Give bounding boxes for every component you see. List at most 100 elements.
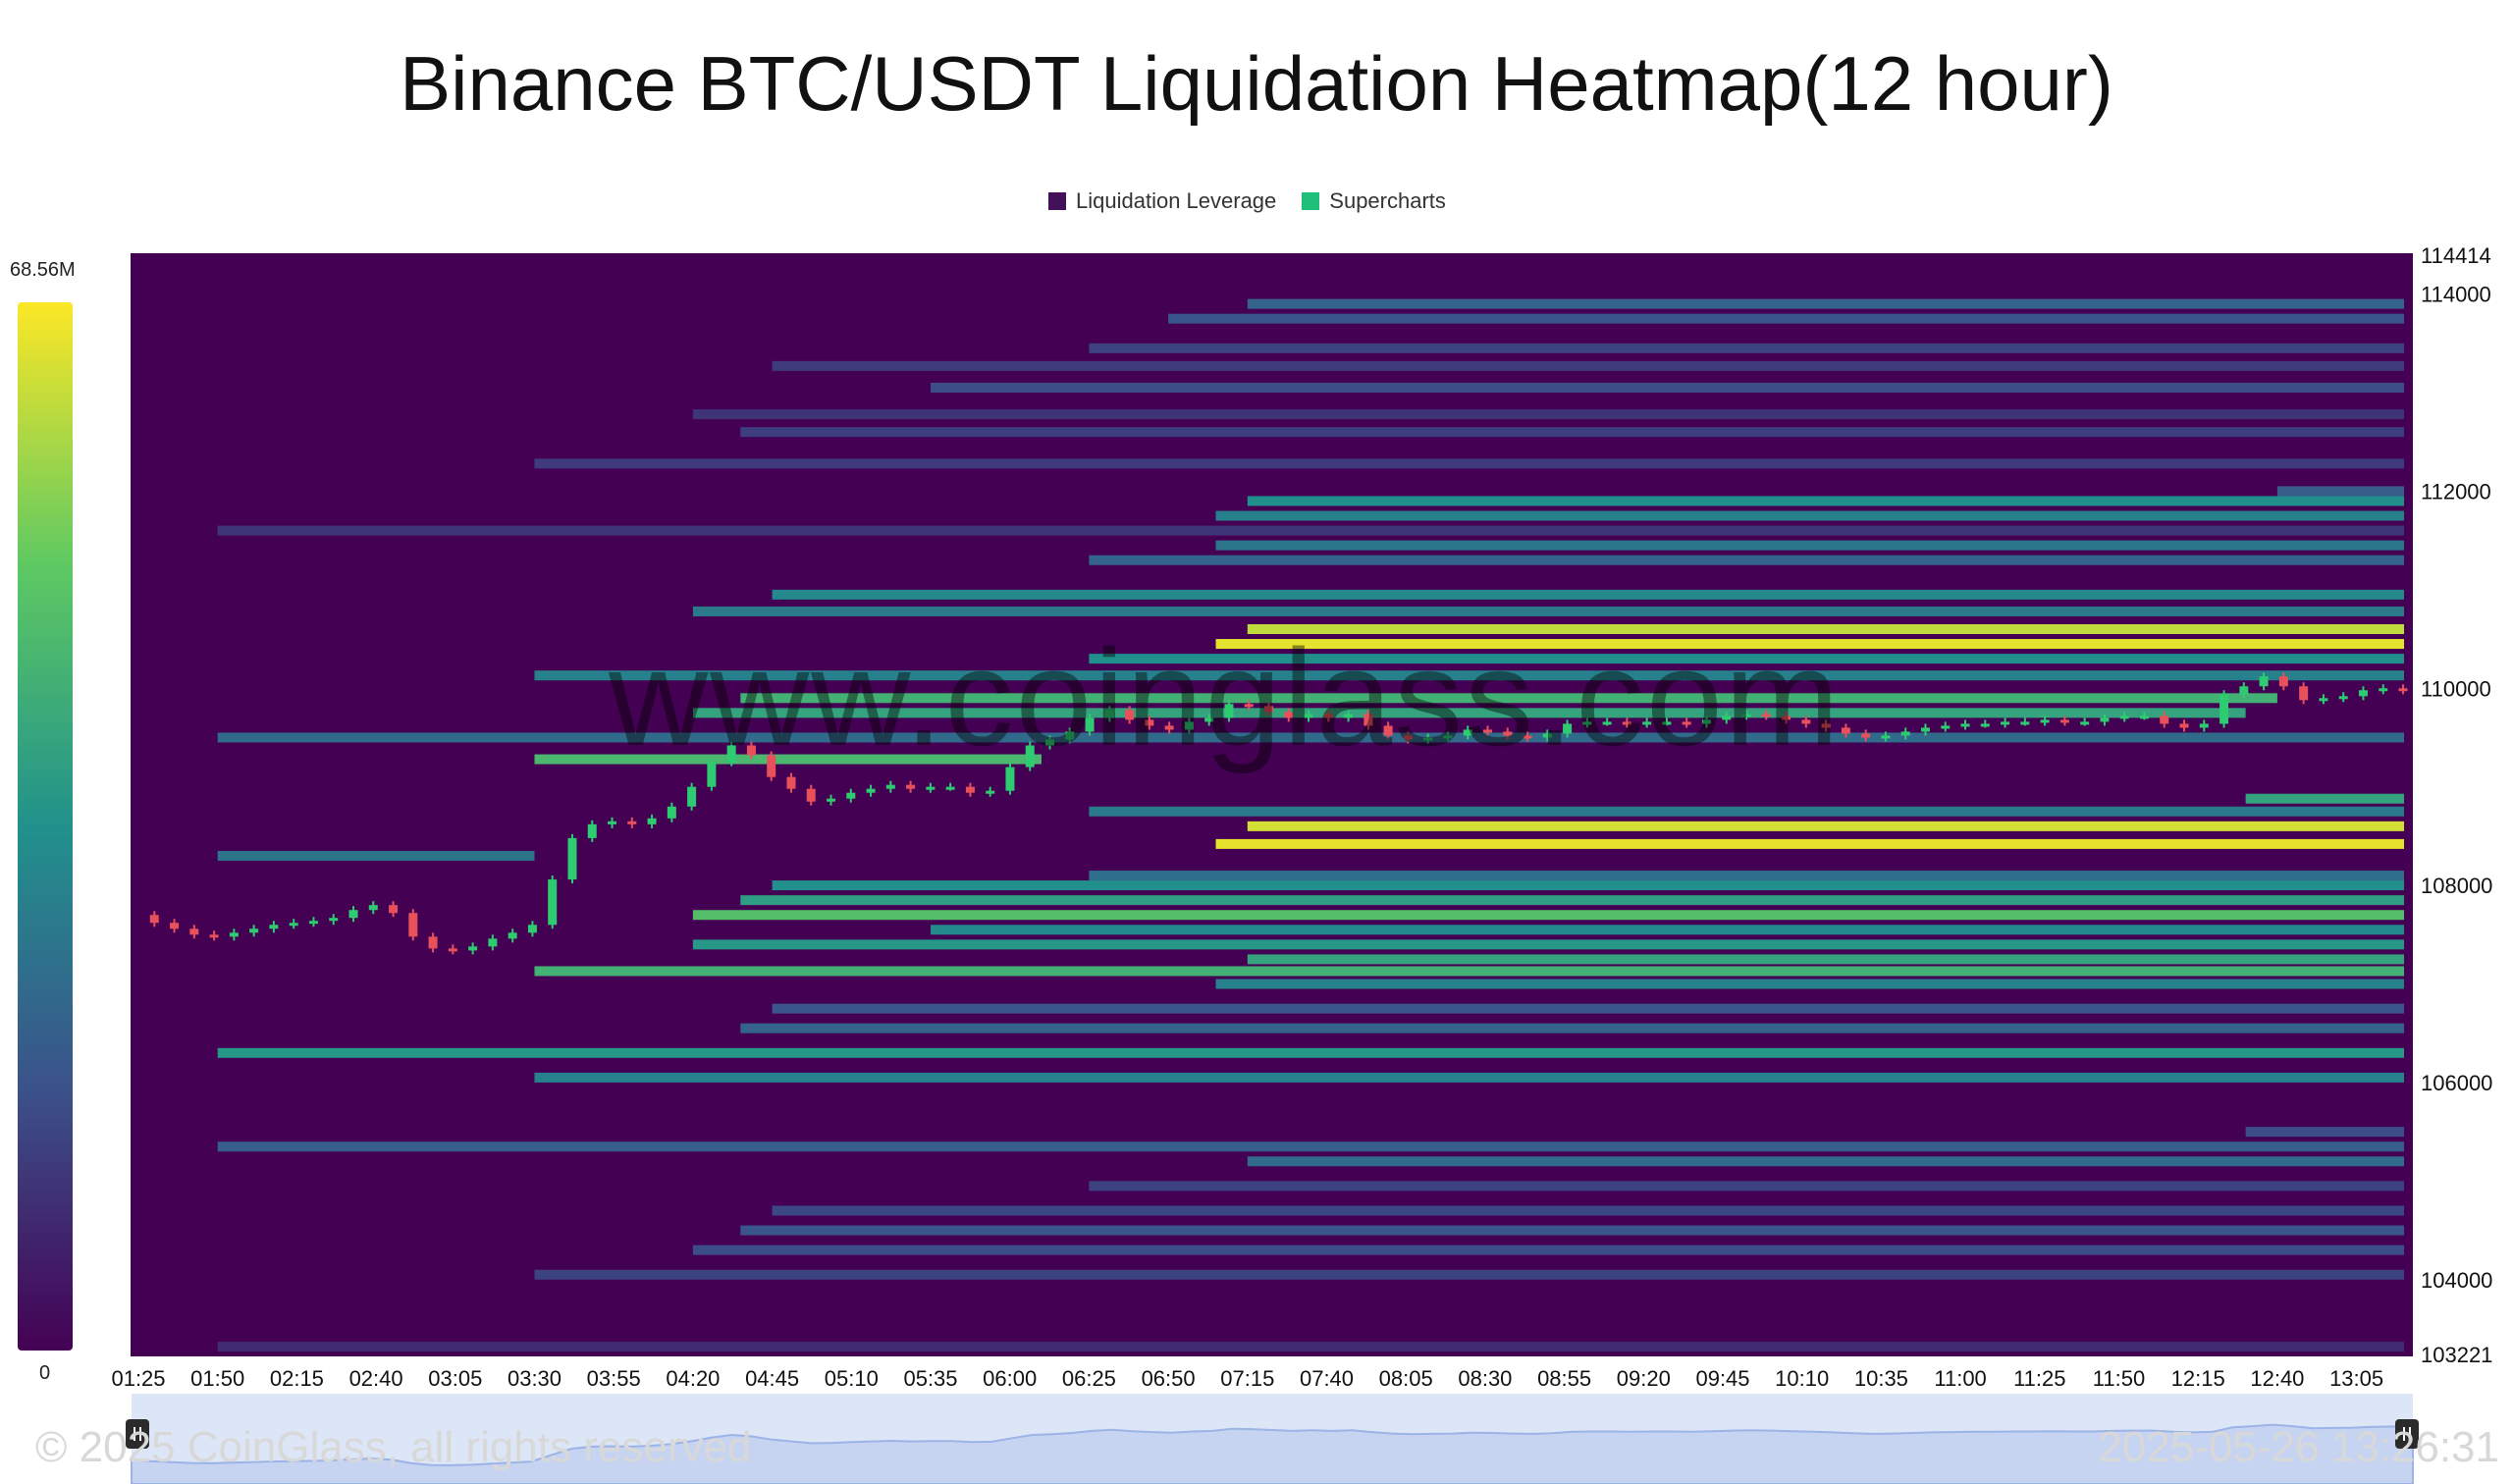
candle-body[interactable] bbox=[1363, 714, 1373, 726]
candle-body[interactable] bbox=[1244, 704, 1254, 708]
liquidation-band[interactable] bbox=[772, 1003, 2405, 1014]
handle-body[interactable] bbox=[126, 1419, 149, 1449]
liquidation-band[interactable] bbox=[772, 880, 2405, 891]
candle-body[interactable] bbox=[846, 792, 856, 799]
liquidation-band[interactable] bbox=[534, 966, 2405, 977]
liquidation-band[interactable] bbox=[2276, 486, 2405, 497]
candle-body[interactable] bbox=[1960, 723, 1970, 727]
liquidation-band[interactable] bbox=[1215, 838, 2405, 849]
liquidation-band[interactable] bbox=[1168, 313, 2405, 324]
candle-body[interactable] bbox=[1761, 714, 1771, 717]
candle-body[interactable] bbox=[767, 755, 776, 777]
candle-body[interactable] bbox=[189, 928, 199, 935]
liquidation-band[interactable] bbox=[1089, 654, 2405, 664]
liquidation-band[interactable] bbox=[772, 589, 2405, 600]
candle-body[interactable] bbox=[1025, 745, 1035, 768]
candle-body[interactable] bbox=[2080, 721, 2090, 725]
candle-body[interactable] bbox=[2239, 686, 2249, 695]
liquidation-band[interactable] bbox=[692, 910, 2405, 921]
candle-body[interactable] bbox=[1443, 735, 1453, 739]
liquidation-band[interactable] bbox=[692, 708, 2246, 718]
liquidation-band[interactable] bbox=[740, 427, 2405, 438]
liquidation-band[interactable] bbox=[931, 382, 2405, 393]
candle-body[interactable] bbox=[389, 905, 399, 914]
liquidation-band[interactable] bbox=[217, 1342, 2405, 1352]
liquidation-band[interactable] bbox=[740, 693, 2277, 704]
candle-body[interactable] bbox=[986, 790, 995, 794]
candle-body[interactable] bbox=[687, 786, 697, 807]
liquidation-band[interactable] bbox=[1215, 639, 2405, 650]
liquidation-band[interactable] bbox=[2245, 793, 2405, 804]
liquidation-band[interactable] bbox=[534, 1269, 2405, 1280]
candle-body[interactable] bbox=[1204, 717, 1214, 722]
candle-body[interactable] bbox=[1304, 714, 1313, 718]
handle-body[interactable] bbox=[2395, 1419, 2419, 1449]
candle-body[interactable] bbox=[2160, 716, 2169, 724]
candle-body[interactable] bbox=[1403, 735, 1413, 740]
candle-body[interactable] bbox=[2338, 696, 2348, 700]
candle-body[interactable] bbox=[1782, 716, 1791, 720]
candle-body[interactable] bbox=[1920, 727, 1930, 732]
candle-body[interactable] bbox=[1722, 716, 1732, 720]
candle-body[interactable] bbox=[249, 928, 259, 933]
candle-body[interactable] bbox=[806, 788, 816, 802]
candle-body[interactable] bbox=[1622, 721, 1631, 725]
candle-body[interactable] bbox=[965, 786, 975, 793]
candle-body[interactable] bbox=[408, 913, 418, 937]
candle-body[interactable] bbox=[1602, 721, 1612, 725]
liquidation-band[interactable] bbox=[1247, 624, 2405, 635]
liquidation-band[interactable] bbox=[1247, 954, 2405, 965]
candle-body[interactable] bbox=[448, 948, 457, 952]
candle-body[interactable] bbox=[1045, 739, 1055, 746]
candle-body[interactable] bbox=[726, 745, 736, 763]
liquidation-band[interactable] bbox=[1247, 821, 2405, 831]
candle-body[interactable] bbox=[2040, 719, 2050, 723]
candle-body[interactable] bbox=[2379, 688, 2388, 692]
candle-body[interactable] bbox=[2139, 716, 2149, 719]
liquidation-band[interactable] bbox=[1089, 871, 2405, 881]
candle-body[interactable] bbox=[827, 798, 836, 802]
liquidation-band[interactable] bbox=[740, 895, 2405, 906]
candle-body[interactable] bbox=[866, 788, 876, 793]
candle-body[interactable] bbox=[786, 776, 796, 789]
candle-body[interactable] bbox=[468, 946, 478, 951]
liquidation-band[interactable] bbox=[1215, 540, 2405, 551]
candle-body[interactable] bbox=[1284, 712, 1294, 718]
candle-body[interactable] bbox=[2319, 698, 2328, 702]
candle-body[interactable] bbox=[1482, 729, 1492, 733]
candle-body[interactable] bbox=[348, 910, 358, 919]
liquidation-band[interactable] bbox=[217, 1047, 2405, 1058]
candle-body[interactable] bbox=[667, 806, 676, 819]
liquidation-band[interactable] bbox=[1247, 298, 2405, 309]
candle-body[interactable] bbox=[945, 786, 955, 790]
candle-body[interactable] bbox=[2219, 694, 2229, 724]
candle-body[interactable] bbox=[2020, 721, 2030, 725]
candle-body[interactable] bbox=[1125, 710, 1135, 720]
liquidation-band[interactable] bbox=[1247, 1156, 2405, 1167]
candle-body[interactable] bbox=[1941, 725, 1951, 729]
candle-body[interactable] bbox=[1164, 725, 1174, 730]
candle-body[interactable] bbox=[2119, 716, 2129, 719]
candle-body[interactable] bbox=[2100, 717, 2110, 722]
candle-body[interactable] bbox=[1104, 710, 1114, 718]
candle-body[interactable] bbox=[746, 745, 756, 756]
candle-body[interactable] bbox=[1542, 733, 1552, 738]
liquidation-band[interactable] bbox=[217, 1141, 2405, 1152]
navigator-left-handle[interactable] bbox=[126, 1419, 149, 1449]
candle-body[interactable] bbox=[608, 821, 617, 824]
candle-body[interactable] bbox=[1841, 727, 1850, 734]
candle-body[interactable] bbox=[1662, 721, 1672, 725]
liquidation-band[interactable] bbox=[772, 1205, 2405, 1216]
candle-body[interactable] bbox=[548, 879, 558, 926]
candle-body[interactable] bbox=[1145, 719, 1154, 726]
candle-body[interactable] bbox=[2299, 686, 2309, 701]
liquidation-band[interactable] bbox=[1215, 510, 2405, 521]
candle-body[interactable] bbox=[1323, 714, 1333, 718]
liquidation-band[interactable] bbox=[740, 1023, 2405, 1034]
candle-body[interactable] bbox=[289, 923, 298, 927]
liquidation-band[interactable] bbox=[217, 732, 2405, 743]
candle-body[interactable] bbox=[1881, 735, 1891, 739]
candle-body[interactable] bbox=[567, 837, 577, 880]
liquidation-band[interactable] bbox=[931, 925, 2405, 935]
